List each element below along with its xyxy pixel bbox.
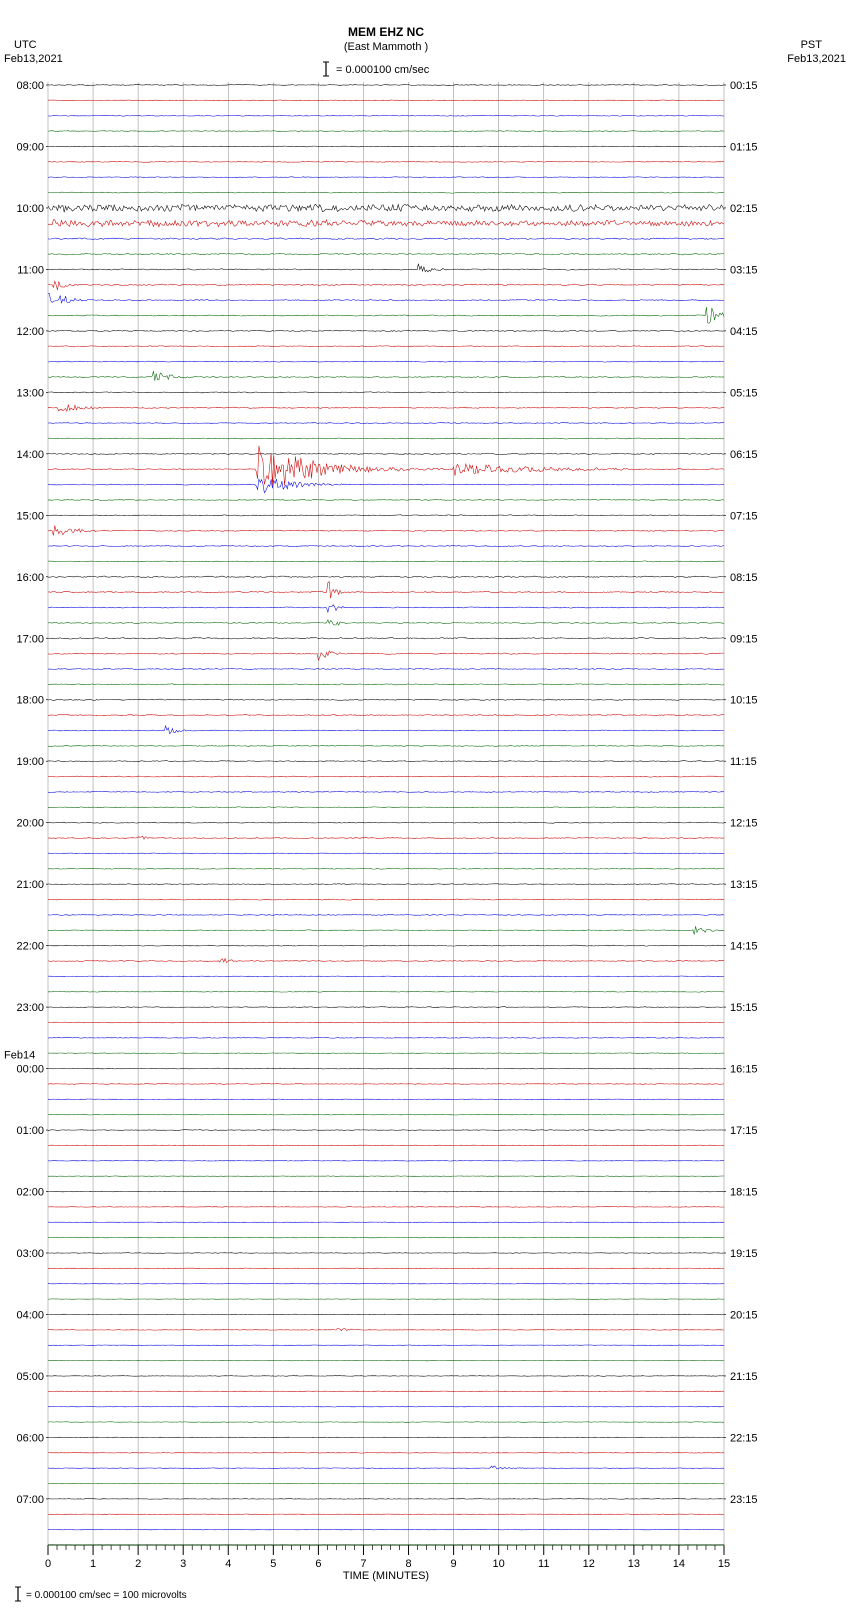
right-time-label: 07:15 <box>730 510 758 522</box>
left-timezone: UTC <box>14 39 37 51</box>
footer-scale: = 0.000100 cm/sec = 100 microvolts <box>26 1590 187 1601</box>
x-tick-label: 13 <box>628 1558 640 1570</box>
left-time-label: 17:00 <box>16 633 44 645</box>
left-time-label: 11:00 <box>17 264 44 276</box>
right-time-label: 21:15 <box>730 1371 758 1383</box>
right-time-label: 05:15 <box>730 387 758 399</box>
right-time-label: 11:15 <box>730 756 757 768</box>
left-time-label: 21:00 <box>16 879 44 891</box>
x-tick-label: 0 <box>45 1558 51 1570</box>
left-time-label: 14:00 <box>16 449 44 461</box>
right-time-label: 06:15 <box>730 449 758 461</box>
left-time-label: 05:00 <box>16 1371 44 1383</box>
right-time-label: 18:15 <box>730 1187 758 1199</box>
x-tick-label: 4 <box>225 1558 231 1570</box>
left-time-label: 22:00 <box>16 941 44 953</box>
right-time-label: 19:15 <box>730 1248 758 1260</box>
x-tick-label: 9 <box>451 1558 457 1570</box>
left-date: Feb13,2021 <box>4 53 63 65</box>
x-tick-label: 10 <box>493 1558 505 1570</box>
station-code: MEM EHZ NC <box>348 25 424 39</box>
right-time-label: 03:15 <box>730 264 758 276</box>
x-tick-label: 15 <box>718 1558 730 1570</box>
left-time-label: 16:00 <box>16 572 44 584</box>
left-time-label: 18:00 <box>16 695 44 707</box>
x-tick-label: 8 <box>405 1558 411 1570</box>
left-time-label: 23:00 <box>16 1002 44 1014</box>
right-time-label: 02:15 <box>730 203 758 215</box>
right-time-label: 09:15 <box>730 633 758 645</box>
x-tick-label: 11 <box>538 1558 549 1570</box>
right-time-label: 00:15 <box>730 80 758 92</box>
right-time-label: 10:15 <box>730 695 758 707</box>
right-time-label: 15:15 <box>730 1002 758 1014</box>
left-time-label: 01:00 <box>16 1125 44 1137</box>
left-time-label: 04:00 <box>16 1309 44 1321</box>
left-time-label: 02:00 <box>16 1187 44 1199</box>
left-time-label: 10:00 <box>16 203 44 215</box>
station-name: (East Mammoth ) <box>344 41 428 53</box>
left-time-label: 15:00 <box>16 510 44 522</box>
x-tick-label: 1 <box>90 1558 96 1570</box>
scale-bar-label: = 0.000100 cm/sec <box>336 64 430 76</box>
left-time-label: 07:00 <box>16 1494 44 1506</box>
x-tick-label: 2 <box>135 1558 141 1570</box>
left-time-label: 19:00 <box>16 756 44 768</box>
trace-line <box>48 1422 724 1423</box>
seismogram-plot: 0123456789101112131415TIME (MINUTES)08:0… <box>0 0 850 1613</box>
right-time-label: 17:15 <box>730 1125 758 1137</box>
right-time-label: 16:15 <box>730 1064 758 1076</box>
left-time-label: 20:00 <box>16 818 44 830</box>
left-time-label: 00:00 <box>16 1064 44 1076</box>
right-time-label: 22:15 <box>730 1432 758 1444</box>
left-time-label: 12:00 <box>16 326 44 338</box>
x-tick-label: 6 <box>315 1558 321 1570</box>
x-tick-label: 12 <box>583 1558 595 1570</box>
right-time-label: 14:15 <box>730 941 758 953</box>
right-time-label: 12:15 <box>730 818 758 830</box>
x-tick-label: 3 <box>180 1558 186 1570</box>
right-time-label: 20:15 <box>730 1309 758 1321</box>
right-time-label: 04:15 <box>730 326 758 338</box>
right-time-label: 01:15 <box>730 141 758 153</box>
x-tick-label: 5 <box>270 1558 276 1570</box>
left-time-label: 09:00 <box>16 141 44 153</box>
right-time-label: 23:15 <box>730 1494 758 1506</box>
x-axis-label: TIME (MINUTES) <box>343 1570 429 1582</box>
right-timezone: PST <box>801 39 823 51</box>
left-time-label: 13:00 <box>16 387 44 399</box>
right-time-label: 13:15 <box>730 879 758 891</box>
left-time-label: 03:00 <box>16 1248 44 1260</box>
left-time-label: 08:00 <box>16 80 44 92</box>
right-date: Feb13,2021 <box>787 53 846 65</box>
x-tick-label: 14 <box>673 1558 685 1570</box>
right-time-label: 08:15 <box>730 572 758 584</box>
left-date-prefix: Feb14 <box>4 1050 35 1062</box>
x-tick-label: 7 <box>360 1558 366 1570</box>
left-time-label: 06:00 <box>16 1432 44 1444</box>
